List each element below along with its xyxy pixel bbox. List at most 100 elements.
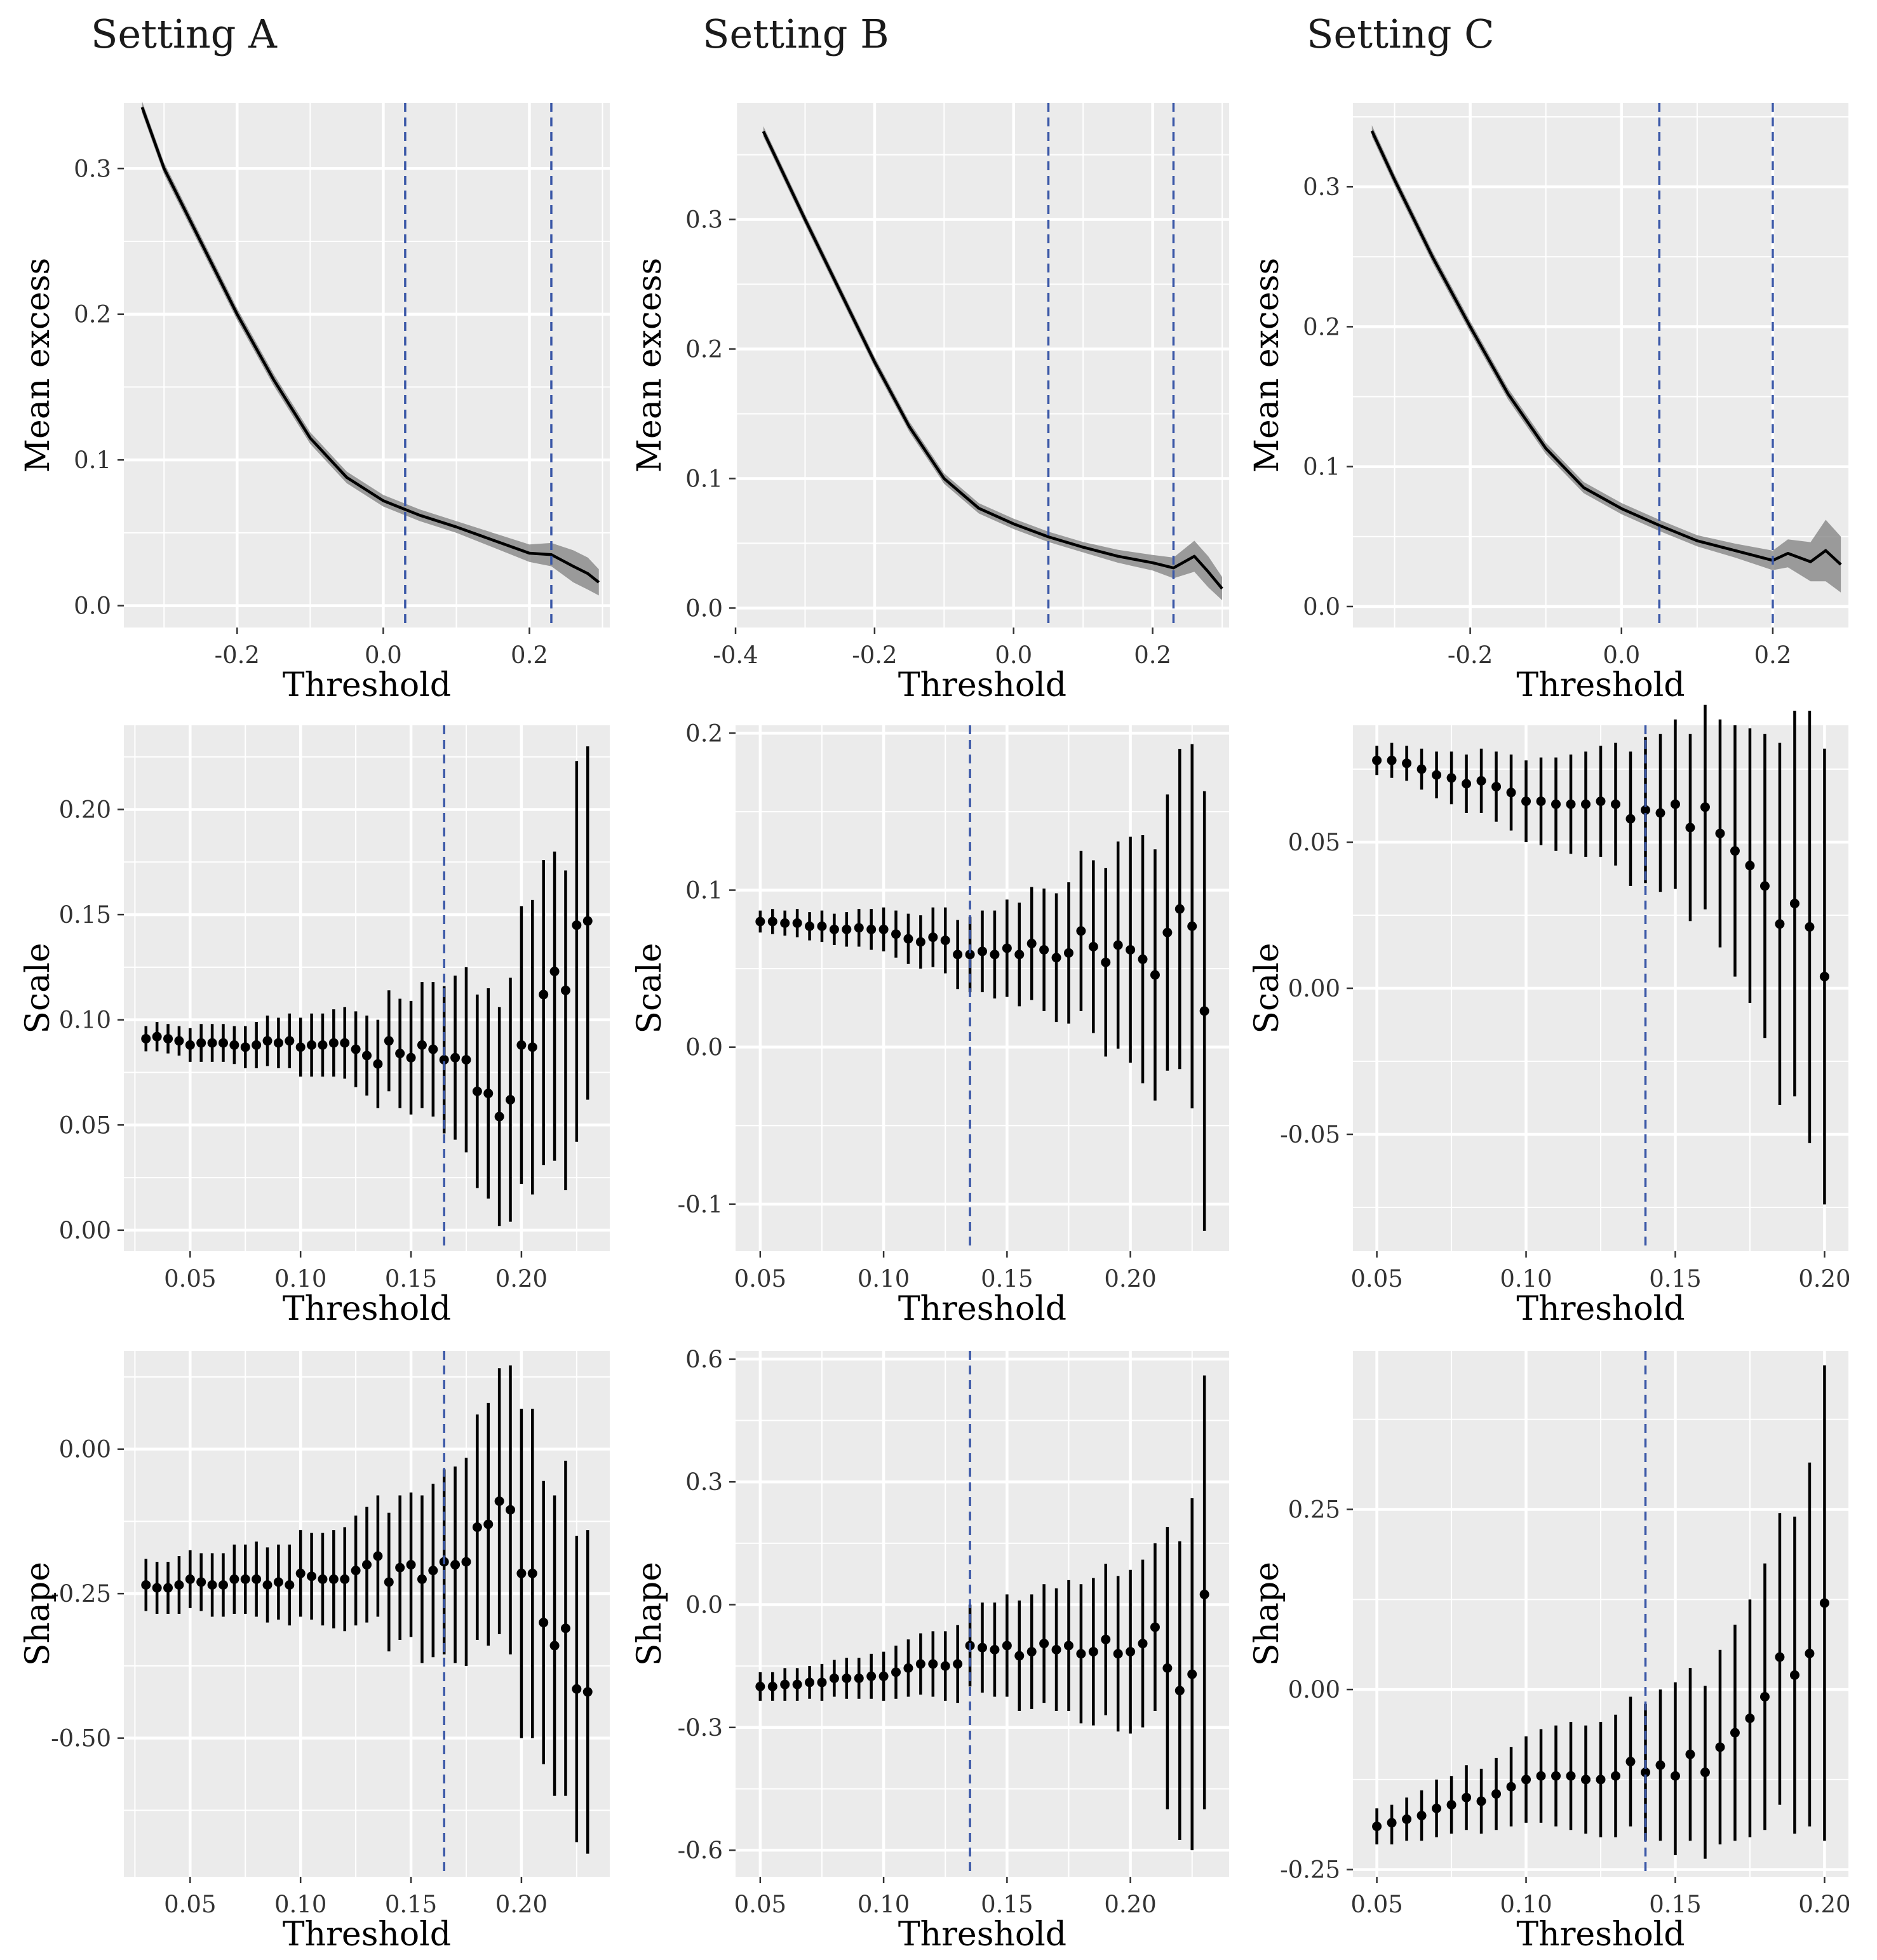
estimate-point — [1063, 1641, 1073, 1651]
estimate-point — [152, 1583, 162, 1593]
panels-group: -0.2 0.0 0.2 0.0 0.1 0.2 0.3 Threshold Mean exce… — [19, 101, 1851, 1954]
estimate-point — [1416, 1811, 1427, 1821]
estimate-point — [915, 1659, 925, 1669]
estimate-point — [829, 1673, 839, 1683]
estimate-point — [1101, 1634, 1111, 1644]
y-tick-label: 0.2 — [74, 301, 111, 328]
estimate-point — [1446, 1800, 1457, 1810]
x-tick-label: 0.10 — [858, 1891, 910, 1918]
panel-background — [1353, 103, 1848, 628]
estimate-point — [915, 937, 925, 947]
x-tick-label: 0.05 — [734, 1891, 786, 1918]
estimate-point — [1775, 1652, 1785, 1662]
estimate-point — [1051, 1644, 1061, 1655]
estimate-point — [1002, 1641, 1012, 1651]
estimate-point — [1551, 799, 1561, 809]
x-tick-label: 0.2 — [1754, 641, 1791, 669]
estimate-point — [141, 1033, 151, 1044]
x-tick-label: 0.05 — [734, 1265, 786, 1292]
estimate-point — [340, 1574, 350, 1584]
estimate-point — [1610, 1771, 1620, 1781]
y-tick-label: 0.2 — [1303, 313, 1340, 340]
estimate-point — [307, 1571, 317, 1581]
estimate-point — [295, 1568, 306, 1578]
estimate-point — [965, 950, 975, 960]
y-axis-title: Scale — [631, 943, 669, 1033]
estimate-point — [1076, 926, 1086, 936]
y-tick-label: 0.3 — [1303, 173, 1340, 201]
estimate-point — [240, 1574, 250, 1584]
estimate-point — [483, 1089, 494, 1099]
estimate-point — [842, 924, 852, 934]
y-tick-label: 0.00 — [1288, 1676, 1340, 1703]
estimate-point — [1446, 773, 1457, 783]
estimate-point — [285, 1580, 295, 1590]
y-tick-label: 0.1 — [685, 465, 723, 492]
y-tick-label: -0.05 — [1280, 1121, 1340, 1148]
estimate-point — [854, 1673, 864, 1683]
panel-C-shape: 0.05 0.10 0.15 0.20 -0.25 0.00 0.25 Threshold Sh… — [1248, 1351, 1851, 1954]
x-axis-title: Threshold — [898, 1916, 1066, 1954]
x-tick-label: 0.05 — [1350, 1265, 1403, 1292]
y-axis-title: Mean excess — [19, 258, 57, 473]
x-tick-label: 0.15 — [981, 1891, 1033, 1918]
estimate-point — [1759, 1691, 1770, 1702]
estimate-point — [273, 1038, 283, 1048]
estimate-point — [1596, 796, 1606, 807]
estimate-point — [805, 921, 815, 931]
estimate-point — [1715, 1742, 1725, 1752]
panel-A-scale: 0.05 0.10 0.15 0.20 0.00 0.05 0.10 0.15 0.20 Thre… — [19, 725, 610, 1328]
estimate-point — [417, 1574, 427, 1584]
estimate-point — [1730, 1728, 1740, 1738]
y-tick-label: 0.1 — [1303, 453, 1340, 481]
estimate-point — [1150, 1622, 1160, 1632]
estimate-point — [273, 1577, 283, 1587]
estimate-point — [1789, 1670, 1800, 1680]
y-tick-label: 0.6 — [685, 1346, 723, 1373]
estimate-point — [780, 1679, 790, 1689]
y-tick-label: 0.2 — [685, 720, 723, 747]
estimate-point — [1730, 846, 1740, 856]
x-tick-label: 0.2 — [1134, 641, 1171, 669]
estimate-point — [1491, 782, 1502, 792]
estimate-point — [494, 1496, 504, 1507]
estimate-point — [152, 1031, 162, 1042]
y-tick-label: 0.15 — [59, 901, 111, 929]
estimate-point — [990, 950, 1000, 960]
x-axis-title: Threshold — [898, 666, 1066, 704]
x-tick-label: 0.10 — [1500, 1265, 1552, 1292]
x-tick-label: 0.10 — [1500, 1891, 1552, 1918]
estimate-point — [1174, 1686, 1185, 1696]
estimate-point — [185, 1040, 195, 1050]
estimate-point — [472, 1522, 482, 1533]
estimate-point — [1088, 1647, 1098, 1657]
estimate-point — [1199, 1006, 1209, 1016]
estimate-point — [1789, 899, 1800, 909]
x-tick-label: 0.20 — [495, 1265, 548, 1292]
estimate-point — [406, 1052, 416, 1063]
y-axis-title: Mean excess — [631, 258, 669, 473]
x-axis-title: Threshold — [898, 1290, 1066, 1328]
estimate-point — [1581, 1775, 1591, 1785]
estimate-point — [428, 1566, 438, 1576]
estimate-point — [1805, 1648, 1815, 1658]
estimate-point — [767, 1681, 777, 1691]
x-tick-label: 0.10 — [274, 1265, 326, 1292]
estimate-point — [549, 1641, 560, 1651]
x-tick-label: -0.2 — [852, 641, 897, 669]
y-tick-label: 0.3 — [685, 1468, 723, 1496]
estimate-point — [527, 1568, 537, 1578]
estimate-point — [1625, 1757, 1636, 1767]
x-tick-label: 0.20 — [1104, 1265, 1156, 1292]
estimate-point — [878, 1671, 889, 1681]
estimate-point — [817, 921, 827, 931]
x-tick-label: 0.10 — [274, 1891, 326, 1918]
estimate-point — [1625, 814, 1636, 824]
estimate-point — [1536, 1771, 1546, 1781]
y-tick-label: 0.0 — [685, 594, 723, 622]
estimate-point — [1819, 1598, 1829, 1608]
x-tick-label: 0.0 — [365, 641, 402, 669]
estimate-point — [755, 916, 765, 927]
estimate-point — [1174, 904, 1185, 914]
